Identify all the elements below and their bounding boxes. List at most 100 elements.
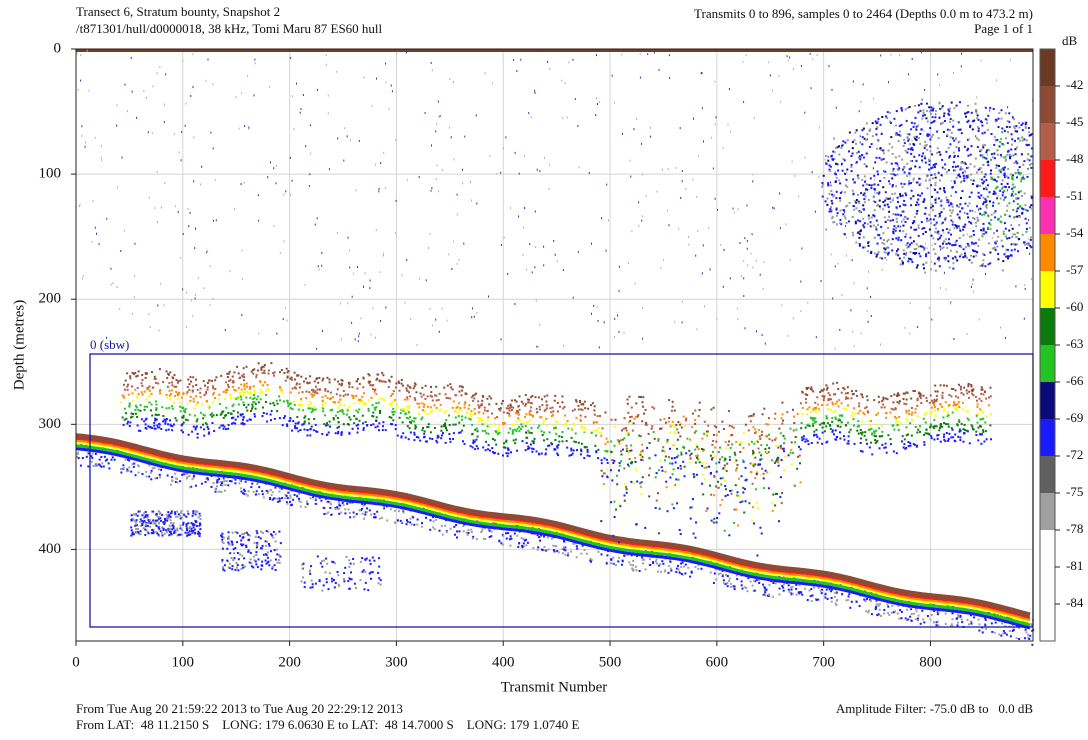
echo-speck	[922, 233, 924, 235]
echo-speck	[88, 452, 90, 454]
echo-speck	[906, 163, 908, 165]
echo-speck	[800, 310, 801, 312]
echo-speck	[725, 574, 727, 576]
echo-speck	[908, 410, 910, 412]
echo-speck	[1011, 176, 1013, 178]
echo-speck	[835, 429, 837, 431]
echo-speck	[363, 392, 365, 394]
echo-speck	[564, 415, 566, 417]
echo-speck	[514, 303, 515, 305]
echo-speck	[676, 456, 678, 458]
echo-speck	[213, 298, 214, 300]
echo-speck	[922, 228, 924, 230]
echo-speck	[304, 420, 306, 422]
echo-speck	[972, 249, 974, 251]
echo-speck	[314, 380, 316, 382]
echo-speck	[379, 188, 380, 190]
echo-speck	[610, 501, 612, 503]
echo-speck	[650, 127, 651, 129]
echo-speck	[926, 218, 928, 220]
echo-speck	[193, 137, 194, 139]
echo-speck	[1005, 112, 1007, 114]
echo-speck	[258, 486, 260, 488]
echo-speck	[576, 548, 578, 550]
echo-speck	[852, 178, 854, 180]
echo-speck	[359, 509, 361, 511]
echo-speck	[925, 207, 927, 209]
echo-speck	[966, 392, 968, 394]
echo-speck	[683, 566, 685, 568]
echo-speck	[939, 154, 941, 156]
echo-speck	[972, 217, 974, 219]
echo-speck	[971, 623, 973, 625]
echo-speck	[376, 78, 377, 80]
echo-speck	[127, 389, 129, 391]
echo-speck	[383, 255, 384, 257]
echo-speck	[233, 410, 235, 412]
echo-speck	[724, 485, 726, 487]
echo-speck	[1018, 238, 1020, 240]
echo-speck	[817, 54, 818, 56]
echo-speck	[635, 416, 637, 418]
echo-speck	[931, 319, 932, 321]
echo-speck	[873, 167, 874, 169]
echo-speck	[947, 423, 949, 425]
echo-speck	[1001, 240, 1003, 242]
echo-speck	[910, 251, 912, 253]
echo-speck	[772, 90, 773, 92]
echo-speck	[972, 128, 974, 130]
echo-speck	[1023, 178, 1025, 180]
echo-speck	[992, 205, 994, 207]
x-axis-title: Transmit Number	[501, 679, 608, 695]
echo-speck	[415, 418, 417, 420]
echo-speck	[561, 436, 563, 438]
echo-speck	[752, 180, 753, 182]
echo-speck	[877, 171, 879, 173]
echo-speck	[812, 425, 814, 427]
echo-speck	[287, 503, 289, 505]
echo-speck	[269, 403, 271, 405]
echo-speck	[944, 191, 946, 193]
echo-speck	[363, 429, 365, 431]
echo-speck	[953, 140, 955, 142]
echo-speck	[245, 493, 247, 495]
echo-speck	[873, 98, 874, 100]
echo-speck	[1001, 622, 1003, 624]
echo-speck	[736, 578, 738, 580]
echo-speck	[884, 200, 886, 202]
echo-speck	[991, 153, 993, 155]
echo-speck	[840, 147, 842, 149]
echo-speck	[292, 95, 293, 97]
echo-speck	[719, 504, 721, 506]
echo-speck	[1008, 255, 1010, 257]
echo-speck	[1021, 137, 1023, 139]
echo-speck	[1001, 183, 1003, 185]
echo-speck	[659, 508, 661, 510]
echo-speck	[938, 151, 940, 153]
echo-speck	[893, 228, 895, 230]
echo-speck	[822, 184, 824, 186]
echo-speck	[883, 247, 885, 249]
echo-speck	[745, 587, 747, 589]
echo-speck	[106, 218, 107, 220]
echo-speck	[1007, 142, 1009, 144]
echo-speck	[967, 205, 969, 207]
echo-speck	[77, 53, 78, 55]
echo-speck	[450, 441, 452, 443]
echo-speck	[364, 514, 366, 516]
echo-speck	[1020, 172, 1022, 174]
echo-speck	[736, 467, 738, 469]
echo-speck	[730, 131, 731, 133]
echo-speck	[298, 409, 300, 411]
echo-speck	[502, 544, 504, 546]
echo-speck	[672, 401, 674, 403]
echo-speck	[408, 411, 410, 413]
echo-speck	[656, 563, 658, 565]
echo-speck	[827, 160, 829, 162]
echo-speck	[831, 597, 833, 599]
echo-speck	[855, 222, 857, 224]
echo-speck	[321, 265, 322, 267]
echo-speck	[926, 175, 928, 177]
echo-speck	[670, 570, 672, 572]
echo-speck	[337, 388, 339, 390]
